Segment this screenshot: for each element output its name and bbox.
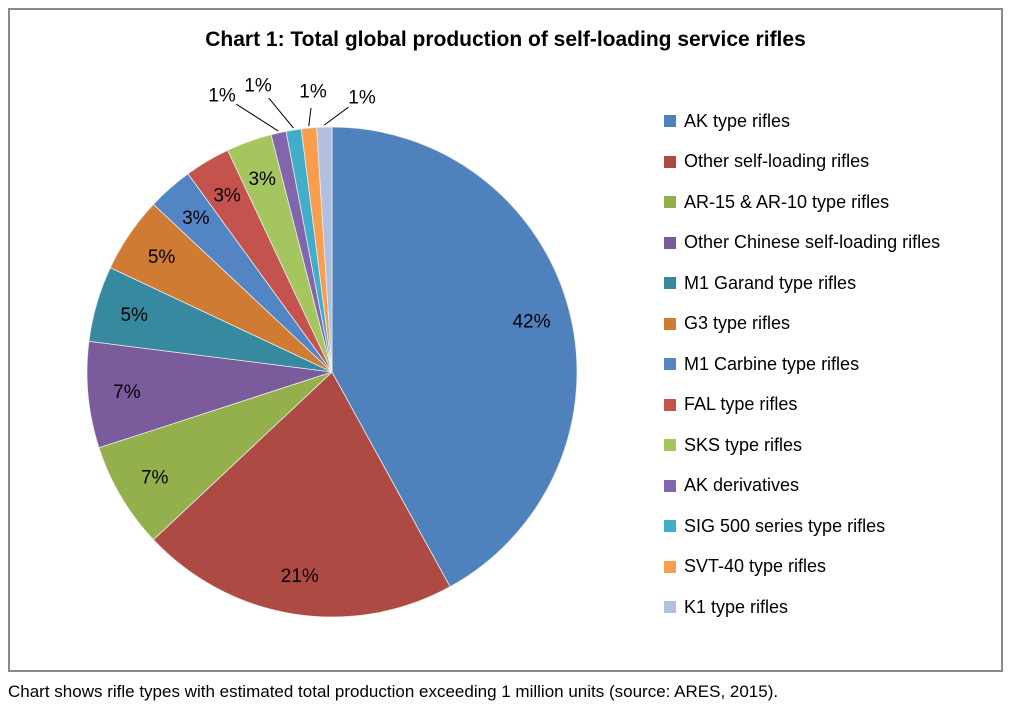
- legend-label: AK type rifles: [684, 110, 791, 131]
- slice-percent-label: 7%: [113, 382, 141, 403]
- legend-swatch-icon: [664, 479, 676, 492]
- pie-slice: [152, 371, 451, 618]
- legend-label: Other Chinese self-loading rifles: [684, 232, 941, 253]
- pie-slice: [316, 126, 333, 373]
- legend-label: FAL type rifles: [684, 394, 798, 415]
- legend-label: SIG 500 series type rifles: [684, 515, 886, 536]
- legend-item: FAL type rifles: [664, 385, 940, 426]
- slice-percent-label: 1%: [299, 82, 327, 103]
- legend-label: AK derivatives: [684, 475, 800, 496]
- slice-percent-label: 1%: [348, 88, 376, 109]
- pie-slice: [331, 126, 578, 588]
- legend-item: K1 type rifles: [664, 587, 940, 628]
- legend-swatch-icon: [664, 560, 676, 573]
- legend-swatch-icon: [664, 601, 676, 614]
- chart-caption: Chart shows rifle types with estimated t…: [8, 682, 779, 701]
- legend-item: SIG 500 series type rifles: [664, 506, 940, 547]
- label-leader-line: [236, 103, 279, 132]
- legend-label: AR-15 & AR-10 type rifles: [684, 191, 890, 212]
- legend-swatch-icon: [664, 398, 676, 411]
- legend-label: SVT-40 type rifles: [684, 556, 827, 577]
- slice-percent-label: 3%: [213, 185, 241, 206]
- legend-item: AK derivatives: [664, 466, 940, 507]
- legend-swatch-icon: [664, 115, 676, 128]
- slice-percent-label: 3%: [248, 169, 276, 190]
- legend: AK type rifles Other self-loading rifles A…: [664, 101, 940, 628]
- label-leader-line: [323, 106, 349, 126]
- slice-percent-label: 42%: [512, 311, 550, 332]
- legend-label: M1 Carbine type rifles: [684, 353, 860, 374]
- legend-label: M1 Garand type rifles: [684, 272, 857, 293]
- legend-swatch-icon: [664, 439, 676, 452]
- slice-percent-label: 1%: [244, 76, 272, 97]
- pie-slice: [86, 340, 333, 449]
- legend-label: G3 type rifles: [684, 313, 791, 334]
- slice-percent-label: 7%: [141, 468, 169, 489]
- legend-item: G3 type rifles: [664, 304, 940, 345]
- legend-item: M1 Garand type rifles: [664, 263, 940, 304]
- legend-swatch-icon: [664, 520, 676, 533]
- legend-swatch-icon: [664, 196, 676, 209]
- slice-percent-label: 21%: [281, 566, 319, 587]
- legend-swatch-icon: [664, 277, 676, 290]
- slice-percent-label: 5%: [120, 305, 148, 326]
- slice-percent-label: 5%: [148, 247, 176, 268]
- legend-swatch-icon: [664, 358, 676, 371]
- legend-item: M1 Carbine type rifles: [664, 344, 940, 385]
- legend-swatch-icon: [664, 317, 676, 330]
- slice-percent-label: 1%: [208, 86, 236, 107]
- legend-item: SKS type rifles: [664, 425, 940, 466]
- legend-label: K1 type rifles: [684, 596, 789, 617]
- pie-slice: [98, 371, 333, 541]
- legend-swatch-icon: [664, 236, 676, 249]
- slice-percent-label: 3%: [182, 208, 210, 229]
- legend-item: AK type rifles: [664, 101, 940, 142]
- legend-item: Other self-loading rifles: [664, 142, 940, 183]
- legend-swatch-icon: [664, 155, 676, 168]
- legend-label: Other self-loading rifles: [684, 151, 870, 172]
- chart-title: Chart 1: Total global production of self…: [205, 28, 806, 51]
- legend-item: Other Chinese self-loading rifles: [664, 223, 940, 264]
- legend-item: AR-15 & AR-10 type rifles: [664, 182, 940, 223]
- legend-label: SKS type rifles: [684, 434, 803, 455]
- label-leader-line: [308, 107, 312, 127]
- legend-item: SVT-40 type rifles: [664, 547, 940, 588]
- label-leader-line: [268, 97, 294, 129]
